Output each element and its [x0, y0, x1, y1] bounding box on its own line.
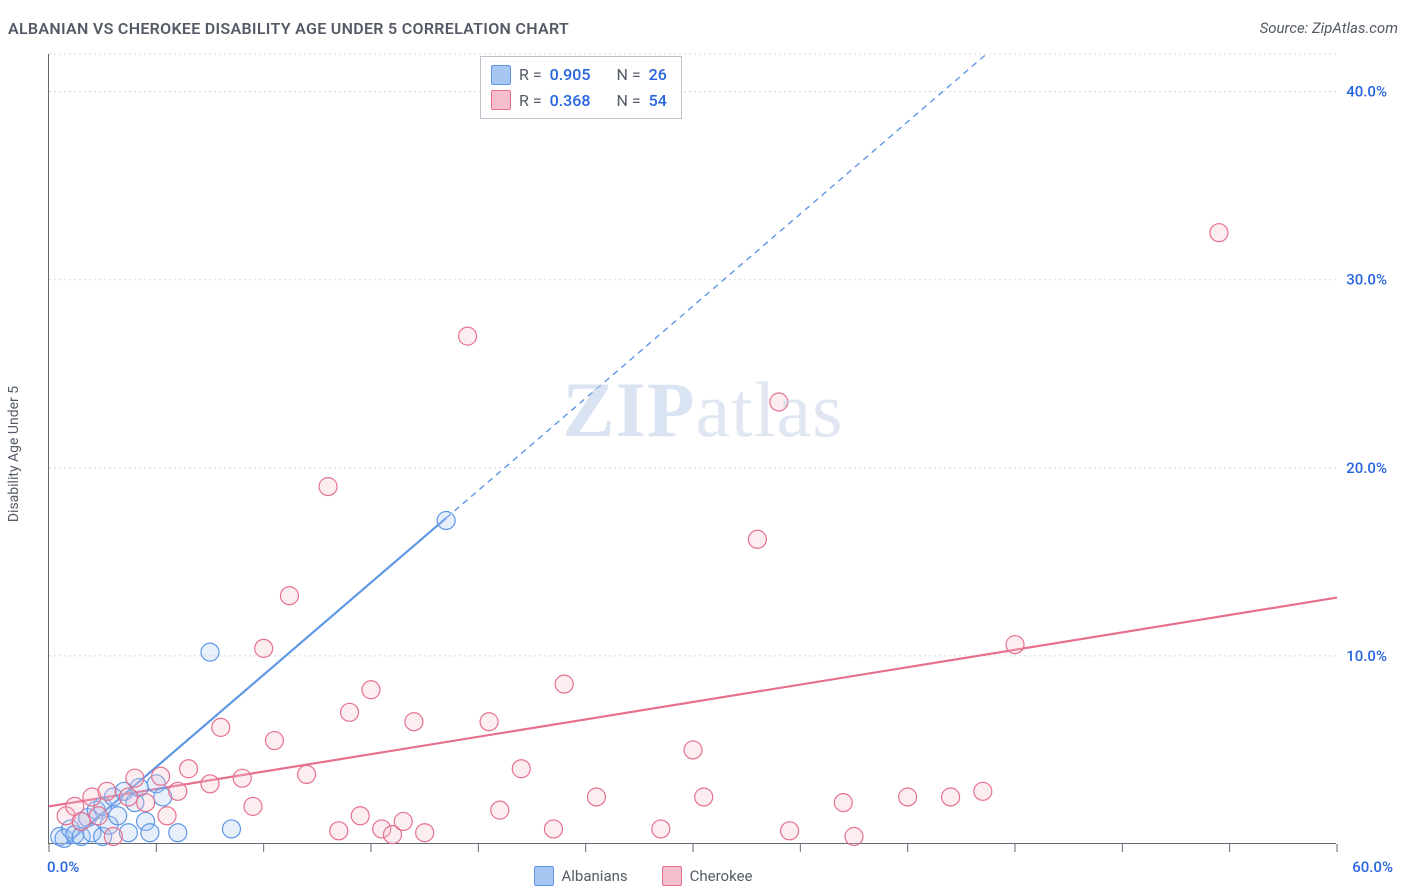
chart-header: ALBANIAN VS CHEROKEE DISABILITY AGE UNDE… — [8, 14, 1398, 42]
legend-label: Cherokee — [690, 867, 753, 885]
r-label: R = — [519, 88, 542, 114]
legend-label: Albanians — [562, 867, 628, 885]
correlation-legend: R = 0.905 N = 26 R = 0.368 N = 54 — [480, 56, 682, 119]
legend-item-albanians: Albanians — [534, 866, 628, 886]
legend-swatch-cherokee — [662, 866, 682, 886]
y-axis-label: Disability Age Under 5 — [6, 386, 22, 522]
legend-swatch-albanians — [491, 65, 511, 85]
n-value: 26 — [649, 62, 667, 88]
scatter-chart-svg: 10.0%20.0%30.0%40.0%0.0%60.0% — [49, 54, 1336, 843]
legend-swatch-albanians — [534, 866, 554, 886]
n-value: 54 — [649, 88, 667, 114]
series-legend: Albanians Cherokee — [0, 866, 1286, 886]
legend-swatch-cherokee — [491, 90, 511, 110]
svg-text:30.0%: 30.0% — [1346, 271, 1387, 289]
legend-item-cherokee: Cherokee — [662, 866, 753, 886]
chart-title: ALBANIAN VS CHEROKEE DISABILITY AGE UNDE… — [8, 19, 569, 38]
n-label: N = — [616, 62, 640, 88]
svg-text:60.0%: 60.0% — [1352, 858, 1393, 876]
r-value: 0.905 — [550, 62, 591, 88]
svg-text:40.0%: 40.0% — [1346, 83, 1387, 101]
plot-area: 10.0%20.0%30.0%40.0%0.0%60.0% — [48, 54, 1336, 844]
correlation-legend-row: R = 0.905 N = 26 — [491, 62, 667, 88]
n-label: N = — [616, 88, 640, 114]
chart-source: Source: ZipAtlas.com — [1260, 19, 1398, 37]
r-label: R = — [519, 62, 542, 88]
r-value: 0.368 — [550, 88, 591, 114]
svg-text:20.0%: 20.0% — [1346, 459, 1387, 477]
svg-text:10.0%: 10.0% — [1346, 647, 1387, 665]
correlation-legend-row: R = 0.368 N = 54 — [491, 88, 667, 114]
